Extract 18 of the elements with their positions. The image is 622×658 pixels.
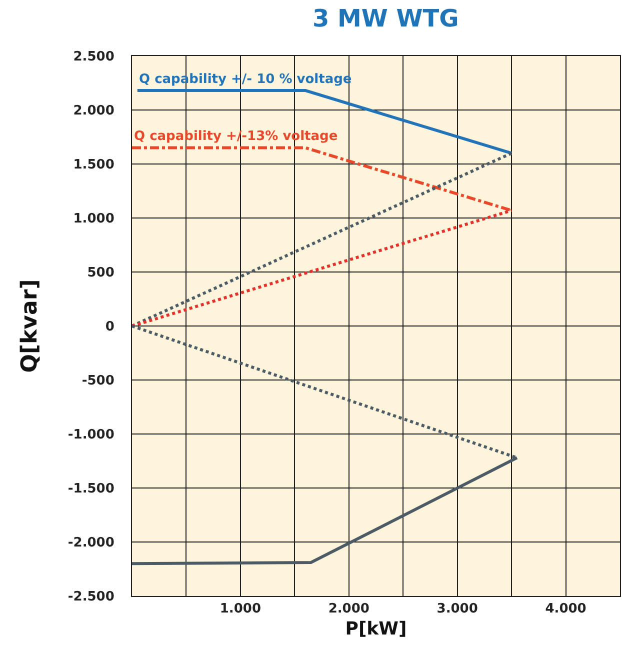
y-tick-label: 2.000: [73, 104, 114, 119]
y-tick-label: 0: [105, 320, 114, 335]
y-tick-label: -2.000: [68, 536, 114, 551]
y-tick-label: -1.000: [68, 428, 114, 443]
y-tick-label: -1.500: [68, 482, 114, 497]
y-tick-label: 1.000: [73, 212, 114, 227]
y-tick-label: -2.500: [68, 590, 114, 605]
chart-title: 3 MW WTG: [312, 4, 459, 33]
x-tick-label: 3.000: [436, 602, 478, 617]
x-axis-title: P[kW]: [345, 618, 407, 640]
x-tick-label: 2.000: [328, 602, 370, 617]
y-tick-label: 1.500: [73, 158, 114, 173]
y-tick-label: 2.500: [73, 50, 114, 65]
y-tick-label: 500: [87, 266, 114, 281]
x-tick-label: 1.000: [220, 602, 262, 617]
y-tick-label: -500: [82, 374, 114, 389]
y-axis-title: Q[kvar]: [18, 279, 43, 373]
x-tick-label: 4.000: [545, 602, 586, 617]
